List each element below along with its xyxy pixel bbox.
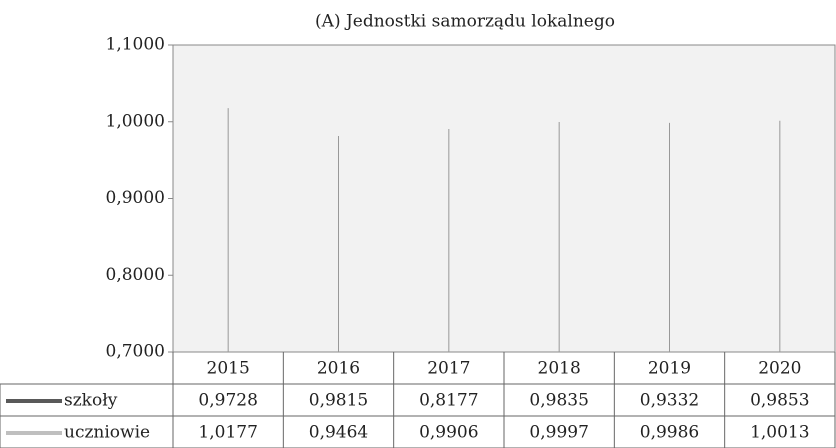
y-tick-label: 1,0000 — [106, 111, 165, 131]
x-tick-label: 2016 — [317, 359, 360, 379]
y-tick-label: 0,8000 — [106, 265, 165, 285]
legend-label: szkoły — [64, 391, 118, 411]
data-table-value: 0,9815 — [309, 391, 368, 411]
data-table-value: 0,9986 — [640, 423, 699, 443]
data-table-value: 0,9728 — [198, 391, 257, 411]
y-tick-label: 0,9000 — [106, 188, 165, 208]
data-table-value: 0,9835 — [529, 391, 588, 411]
data-table-value: 0,9332 — [640, 391, 699, 411]
legend-label: uczniowie — [64, 423, 150, 443]
y-tick-label: 0,7000 — [106, 342, 165, 362]
x-tick-label: 2019 — [648, 359, 691, 379]
x-tick-label: 2020 — [758, 359, 801, 379]
data-table-value: 0,8177 — [419, 391, 478, 411]
data-table-value: 0,9853 — [750, 391, 809, 411]
data-table-value: 0,9906 — [419, 423, 478, 443]
chart-title: (A) Jednostki samorządu lokalnego — [315, 12, 615, 32]
x-tick-label: 2015 — [207, 359, 250, 379]
data-table-value: 1,0177 — [198, 423, 257, 443]
data-table-value: 0,9997 — [529, 423, 588, 443]
data-table-value: 1,0013 — [750, 423, 809, 443]
data-table-value: 0,9464 — [309, 423, 368, 443]
y-tick-label: 1,1000 — [106, 35, 165, 55]
plot-area — [172, 44, 836, 353]
x-tick-label: 2017 — [427, 359, 470, 379]
x-tick-label: 2018 — [538, 359, 581, 379]
